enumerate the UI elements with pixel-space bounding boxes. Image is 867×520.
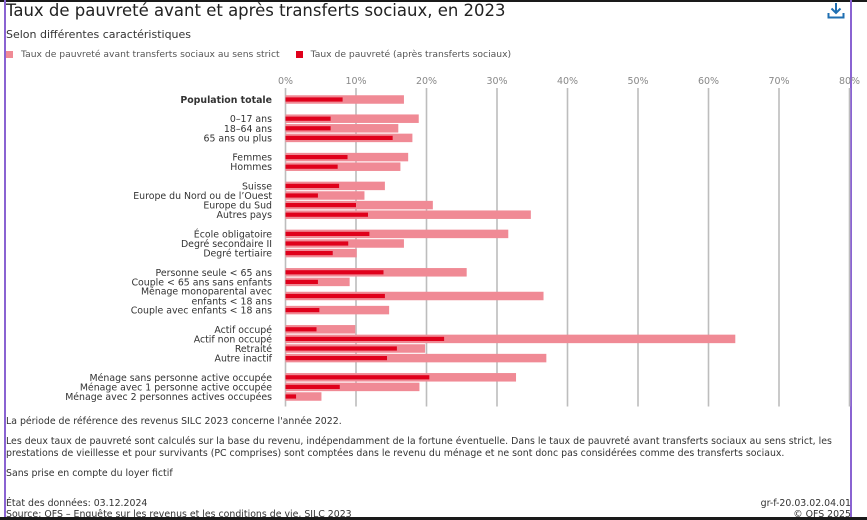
category-label: Personne seule < 65 ans [156,268,273,279]
x-tick-label: 30% [486,76,507,87]
x-tick-label: 0% [278,76,293,87]
bar-after [285,346,397,351]
bar-after [285,308,320,313]
bar-after [285,293,385,299]
bar-before [285,162,401,171]
source: Source: OFS – Enquête sur les revenus et… [6,509,352,520]
x-tick-label: 60% [698,76,719,87]
bar-after [285,241,349,246]
bar-before [285,229,509,239]
x-tick-label: 20% [416,76,437,87]
legend: Taux de pauvreté avant transferts sociau… [6,49,527,60]
note-imputed-rent: Sans prise en compte du loyer fictif [6,467,173,479]
note-reference-period: La période de référence des revenus SILC… [6,416,342,427]
data-state: État des données: 03.12.2024 [6,498,148,509]
bar-after [285,384,340,389]
bar-after [285,126,331,131]
category-label: Europe du Sud [203,201,272,212]
category-label: Autre inactif [215,354,273,365]
category-label: École obligatoire [194,228,272,240]
bar-after [285,203,356,208]
bar-before [285,210,531,219]
x-tick-label: 40% [557,76,578,87]
legend-item-before[interactable]: Taux de pauvreté avant transferts sociau… [6,49,280,60]
notes: La période de référence des revenus SILC… [6,416,851,487]
legend-label-after: Taux de pauvreté (après transferts socia… [310,49,512,60]
bar-before [285,334,736,344]
bar-before [285,200,433,210]
download-icon [827,3,845,19]
bar-chart: 0% 10% 20% 30% 40% 50% 60% 70% 80% Population tot… [65,76,860,407]
bar-before [285,95,404,104]
bar-after [285,251,333,256]
bar-after [285,116,331,121]
bar-after [285,356,388,361]
chart-title: Taux de pauvreté avant et après transfer… [6,1,506,20]
x-tick-label: 80% [839,76,860,87]
bar-before [285,114,419,123]
bar-after [285,270,384,275]
x-tick-label: 70% [768,76,789,87]
bar-before [285,325,356,334]
bar-after [285,231,370,236]
x-tick-label: 10% [345,76,366,87]
category-label: Europe du Nord ou de l’Ouest [133,191,272,202]
category-label: Suisse [242,181,272,192]
bar-before [285,124,399,133]
bar-after [285,394,297,399]
copyright: © OFS 2025 [793,509,851,520]
category-label: Ménage sans personne active occupée [90,373,273,384]
bar-after [285,183,340,188]
category-label: 0–17 ans [230,114,272,125]
bar-before [285,305,390,315]
bar-after [285,336,445,341]
bar-after [285,164,338,169]
note-methodology: Les deux taux de pauvreté sont calculés … [6,435,832,459]
bar-before [285,291,544,301]
bar-after [285,155,348,160]
category-label: Autres pays [217,210,273,221]
download-button[interactable] [826,1,846,21]
bottom-edge [0,517,867,520]
bar-after [285,97,343,102]
category-label: Couple avec enfants < 18 ans [131,306,272,317]
legend-swatch-after [295,51,303,58]
bar-after [285,135,393,140]
bar-before [285,191,365,200]
footer-left: État des données: 03.12.2024 Source: OFS… [6,498,352,520]
chart-code: gr-f-20.03.02.04.01 [760,498,851,509]
category-label: Hommes [230,162,272,173]
category-label: Retraité [235,344,272,355]
chart-frame [4,0,852,517]
bar-before [285,353,547,363]
footer-right: gr-f-20.03.02.04.01 © OFS 2025 [761,498,851,520]
category-label: enfants < 18 ans [191,296,272,307]
category-label: Degré tertiaire [203,249,272,260]
top-edge [0,0,867,2]
bar-after [285,212,368,217]
category-label: Actif occupé [214,325,272,336]
category-label: Femmes [232,153,272,164]
category-label: Couple < 65 ans sans enfants [131,277,272,288]
legend-item-after[interactable]: Taux de pauvreté (après transferts socia… [295,49,512,60]
bar-before [285,392,322,401]
category-label: 18–64 ans [224,124,272,135]
bar-after [285,279,318,284]
category-label: Degré secondaire II [181,239,272,250]
bar-before [285,382,420,392]
legend-swatch-before [6,51,13,58]
bar-after [285,193,318,198]
category-label: Population totale [180,95,272,106]
category-label: 65 ans ou plus [204,133,273,144]
chart-subtitle: Selon différentes caractéristiques [6,28,192,41]
category-label: Ménage avec 1 personne active occupée [80,382,272,393]
bar-after [285,327,317,332]
category-label: Ménage avec 2 personnes actives occupées [65,392,272,403]
category-label: Actif non occupé [194,334,273,345]
legend-label-before: Taux de pauvreté avant transferts sociau… [21,49,280,60]
category-label: Ménage monoparental avec [141,287,272,298]
x-tick-label: 50% [627,76,648,87]
bar-after [285,375,430,380]
